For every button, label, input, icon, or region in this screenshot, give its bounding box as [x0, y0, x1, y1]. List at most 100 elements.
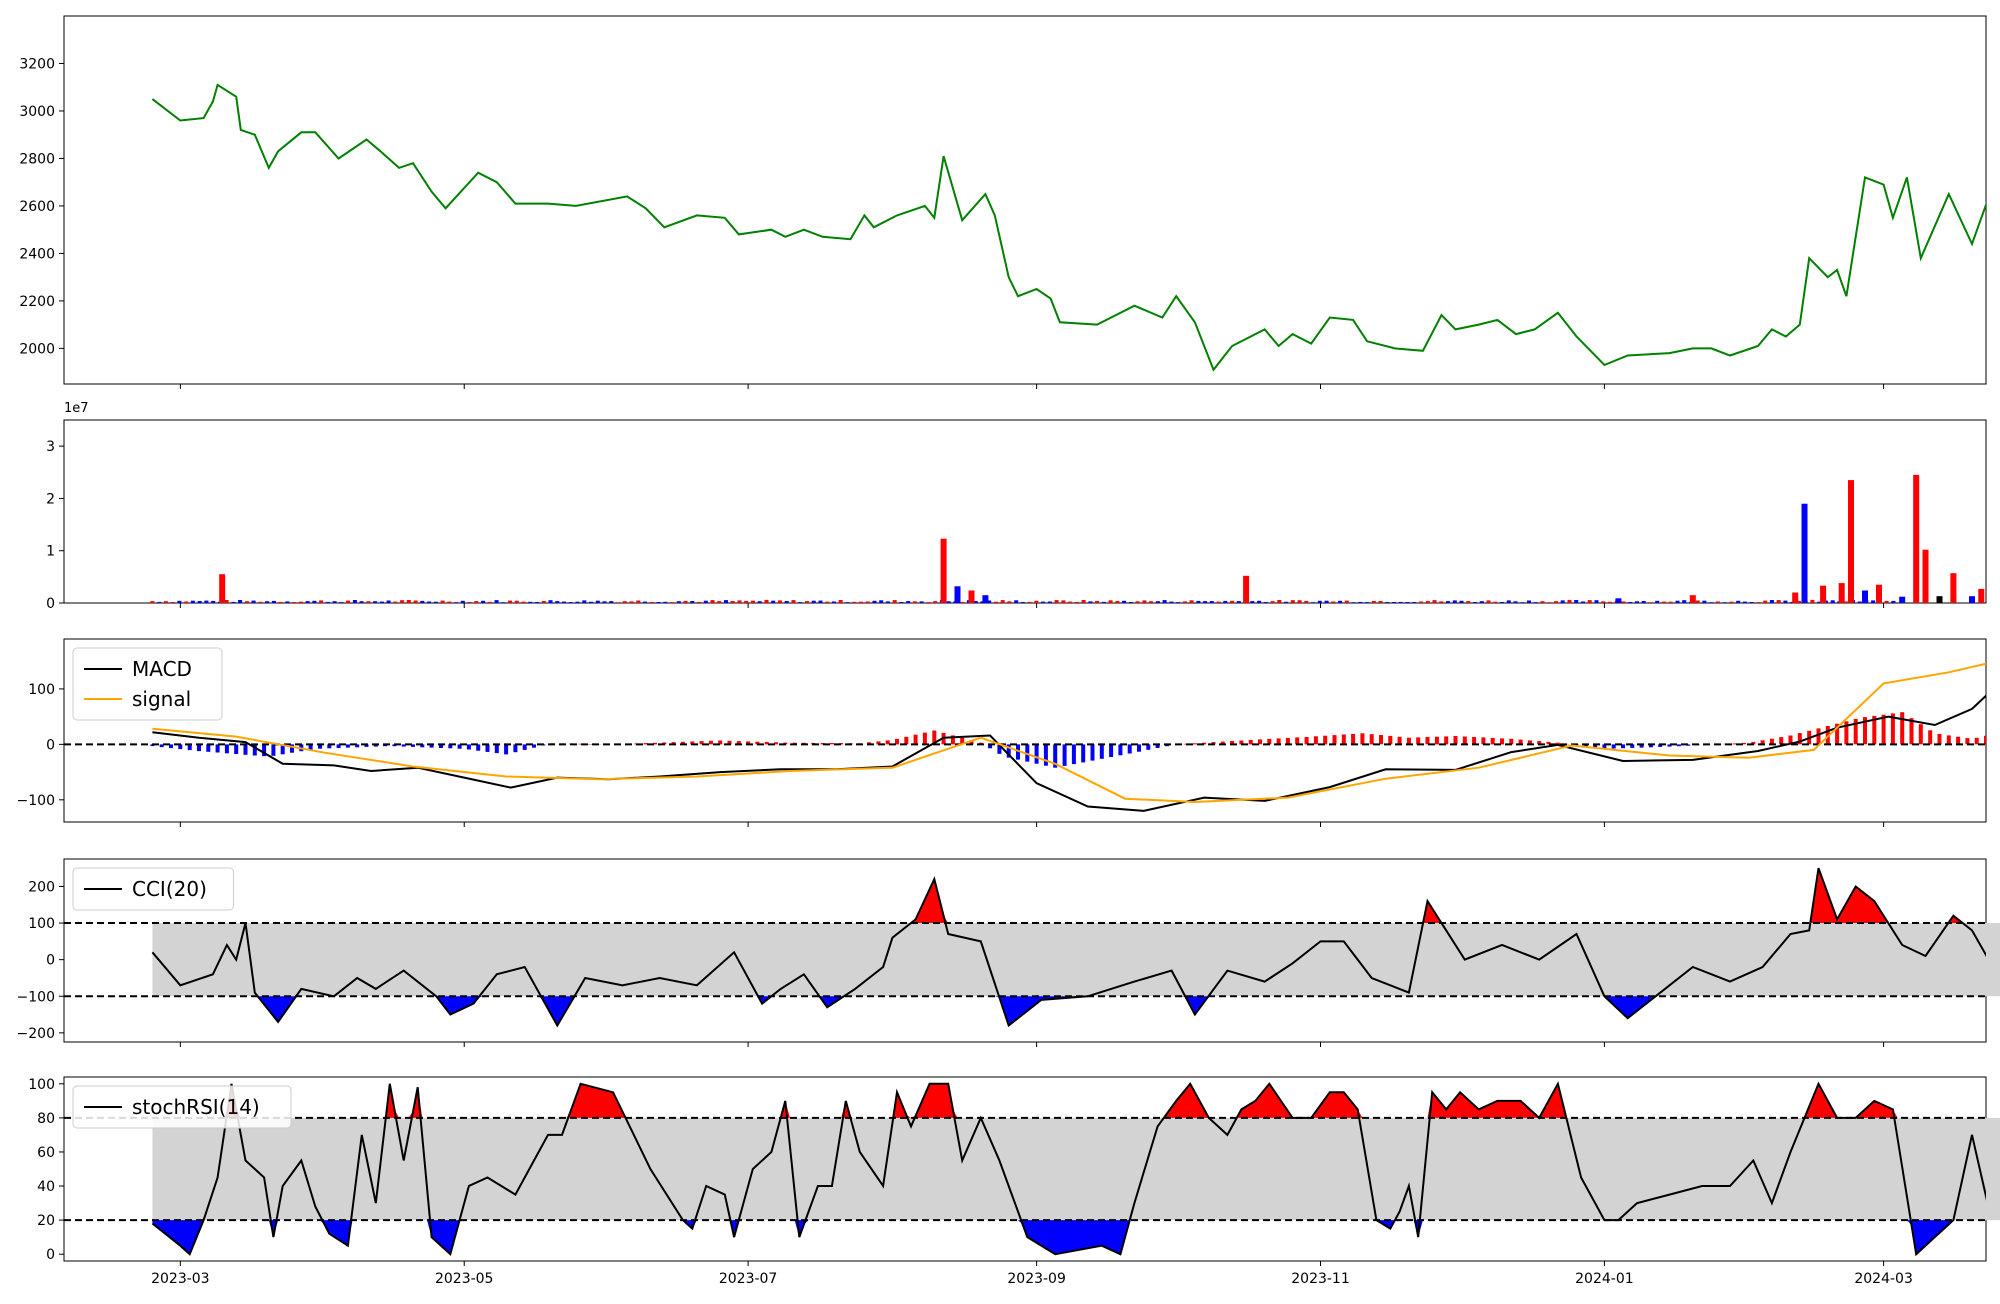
volume-bar: [1243, 576, 1249, 603]
volume-bar: [994, 602, 998, 603]
volume-bar: [1331, 602, 1335, 604]
volume-bar: [1622, 601, 1626, 603]
macd-histogram-bar: [1919, 724, 1923, 744]
volume-bar: [1048, 602, 1052, 604]
volume-bar: [245, 601, 249, 603]
y-tick-label: 40: [37, 1179, 55, 1195]
volume-bar: [1122, 601, 1126, 603]
y-tick-label: 3200: [19, 56, 55, 72]
volume-bar: [866, 602, 870, 604]
macd-histogram-bar: [1910, 718, 1914, 744]
macd-histogram-bar: [1314, 736, 1318, 744]
volume-bar: [177, 601, 181, 603]
volume-bar: [724, 600, 728, 603]
macd-histogram-bar: [1081, 744, 1085, 762]
volume-bar: [879, 600, 883, 603]
volume-bar: [1358, 602, 1362, 603]
volume-bar: [211, 601, 215, 603]
volume-bar: [1169, 602, 1173, 603]
volume-bar: [1716, 602, 1720, 604]
legend-entry: CCI(20): [132, 877, 207, 901]
macd-histogram-bar: [1993, 734, 1997, 745]
volume-bar: [454, 602, 458, 603]
volume-bar: [670, 602, 674, 603]
volume-bar: [219, 574, 225, 603]
volume-bar: [704, 601, 708, 603]
volume-bar: [1561, 600, 1565, 603]
volume-bar: [1493, 602, 1497, 603]
volume-bar: [1095, 601, 1099, 603]
volume-bar: [1891, 601, 1895, 603]
volume-bar: [852, 602, 856, 603]
macd-histogram-bar: [1091, 744, 1095, 760]
x-tick-label: 2024-01: [1575, 1271, 1634, 1287]
y-tick-label: 200: [28, 879, 55, 895]
volume-bar: [238, 600, 242, 603]
macd-histogram: [150, 712, 2000, 768]
macd-histogram-bar: [1295, 737, 1299, 744]
volume-bar: [1628, 602, 1632, 603]
volume-bar: [1547, 602, 1551, 603]
y-tick-label: 80: [37, 1111, 55, 1127]
macd-histogram-bar: [1044, 744, 1048, 765]
x-ticks: [180, 1042, 1883, 1047]
volume-bar: [299, 602, 303, 603]
volume-bar: [731, 601, 735, 603]
volume-bar: [636, 601, 640, 604]
volume-bar: [1007, 601, 1011, 603]
volume-bar: [150, 601, 154, 603]
volume-bar: [1802, 504, 1808, 603]
volume-bar: [1541, 601, 1545, 603]
volume-bar: [495, 600, 499, 603]
volume-bar: [582, 600, 586, 603]
volume-bar: [488, 602, 492, 603]
volume-bar: [373, 601, 377, 603]
macd-histogram-bar: [709, 741, 713, 745]
x-ticks: [180, 822, 1883, 827]
volume-bar: [1534, 602, 1538, 603]
volume-bar: [1595, 600, 1599, 603]
volume-bar: [603, 601, 607, 603]
volume-bar: [1365, 602, 1369, 603]
volume-bar: [319, 600, 323, 603]
volume-bar: [846, 602, 850, 603]
volume-bar: [1304, 601, 1308, 603]
volume-bar: [1690, 595, 1696, 603]
volume-bar: [1923, 550, 1929, 603]
volume-bar: [1635, 601, 1639, 603]
y-tick-label: 0: [46, 737, 55, 753]
y-tick-label: 100: [28, 1077, 55, 1093]
volume-bar: [1702, 601, 1706, 603]
macd-histogram-bar: [1370, 734, 1374, 744]
y-tick-label: 20: [37, 1213, 55, 1229]
volume-bar: [1862, 591, 1868, 604]
volume-bar: [744, 601, 748, 603]
volume-bar: [1520, 602, 1524, 603]
volume-bar: [1061, 600, 1065, 603]
volume-bar: [1487, 600, 1491, 603]
y-tick-label: −100: [17, 989, 55, 1005]
macd-histogram-bar: [1305, 737, 1309, 745]
volume-bar: [1460, 601, 1464, 603]
volume-bar: [1937, 596, 1943, 603]
volume-bar: [717, 601, 721, 603]
volume-bar: [832, 602, 836, 604]
cci-oversold-fill: [152, 996, 2000, 1025]
volume-bar: [1642, 601, 1646, 603]
volume-bar: [1950, 573, 1956, 603]
volume-bar: [1969, 596, 1975, 603]
volume-bar: [306, 601, 310, 603]
volume-bar: [1763, 601, 1767, 603]
macd-histogram-bar: [1342, 735, 1346, 745]
volume-bar: [1792, 593, 1798, 604]
volume-bar: [225, 600, 229, 603]
macd-histogram-bar: [1035, 744, 1039, 763]
macd-histogram-bar: [467, 744, 471, 749]
y-tick-label: 1: [46, 544, 55, 560]
volume-bar: [1230, 601, 1234, 603]
volume-bar: [926, 602, 930, 603]
volume-bar: [798, 602, 802, 603]
volume-bar: [164, 601, 168, 603]
